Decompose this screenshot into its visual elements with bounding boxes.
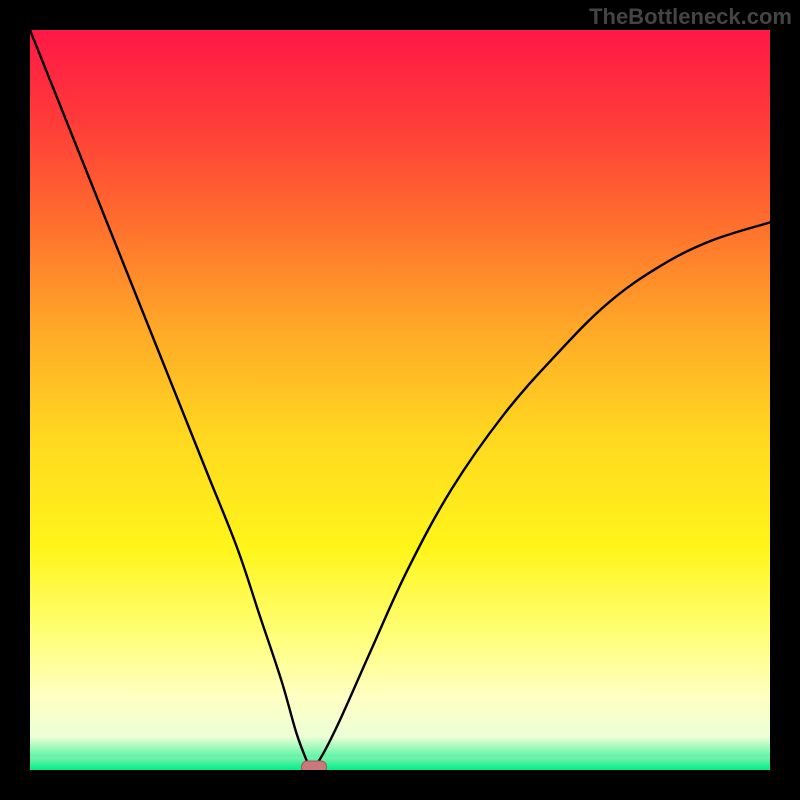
watermark-text: TheBottleneck.com — [589, 4, 792, 30]
optimum-marker — [301, 761, 327, 770]
plot-area — [30, 30, 770, 770]
curve-svg — [30, 30, 770, 770]
chart-container: TheBottleneck.com — [0, 0, 800, 800]
chart-frame — [30, 30, 770, 770]
bottleneck-curve — [30, 30, 770, 770]
